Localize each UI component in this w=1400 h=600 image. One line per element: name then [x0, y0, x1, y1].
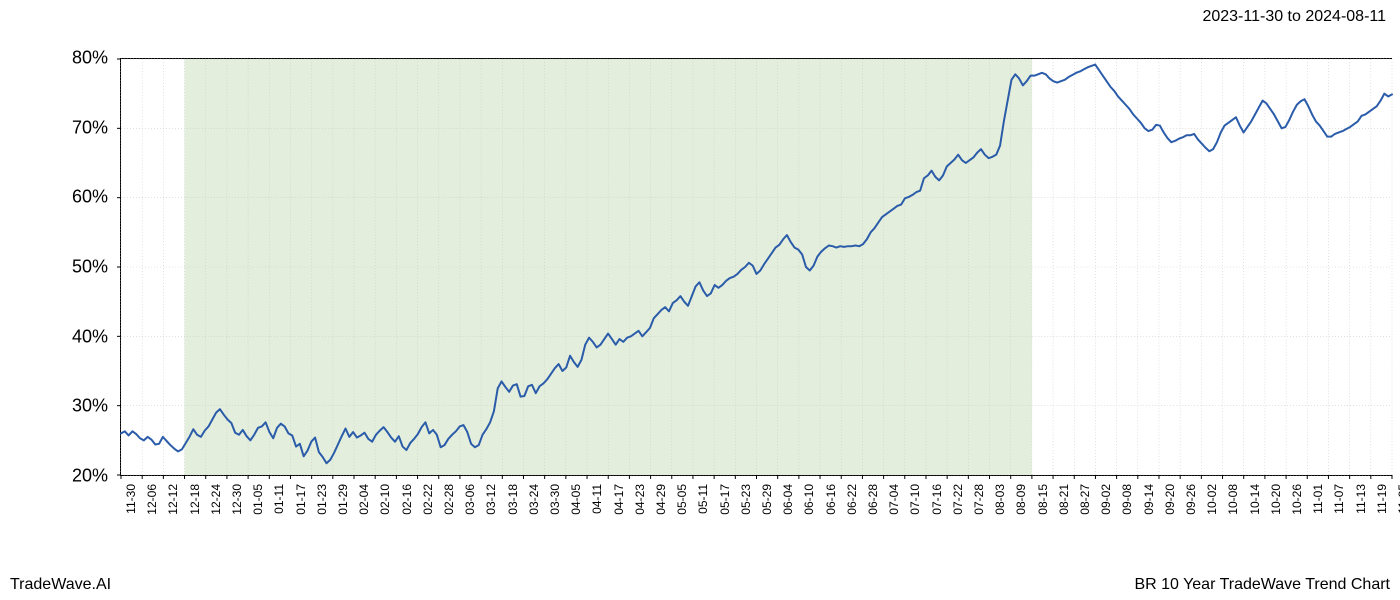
x-tick-label: 02-22: [421, 484, 435, 515]
x-tick-label: 05-11: [696, 484, 710, 514]
x-tick-label: 12-18: [188, 484, 202, 515]
x-tick-label: 02-04: [357, 484, 371, 515]
x-tick-label: 08-27: [1078, 484, 1092, 515]
x-tick-label: 07-22: [951, 484, 965, 515]
x-tick-label: 01-05: [251, 484, 265, 515]
x-tick-label: 01-29: [336, 484, 350, 515]
x-tick-label: 11-07: [1332, 484, 1346, 514]
y-tick-label: 60%: [72, 187, 108, 208]
x-tick-label: 04-05: [569, 484, 583, 515]
x-tick-label: 06-16: [824, 484, 838, 515]
x-tick-label: 08-09: [1014, 484, 1028, 515]
x-tick-label: 09-20: [1163, 484, 1177, 515]
x-tick-label: 10-26: [1290, 484, 1304, 515]
x-tick-label: 11-19: [1375, 484, 1389, 514]
x-tick-label: 04-17: [612, 484, 626, 515]
x-tick-label: 04-11: [590, 484, 604, 514]
y-tick-label: 70%: [72, 117, 108, 138]
y-tick-label: 40%: [72, 326, 108, 347]
y-tick-label: 80%: [72, 48, 108, 69]
chart-plot-area: [120, 58, 1392, 476]
x-tick-label: 02-10: [378, 484, 392, 515]
x-tick-label: 10-08: [1226, 484, 1240, 515]
x-tick-label: 09-08: [1120, 484, 1134, 515]
x-tick-label: 10-14: [1248, 484, 1262, 515]
x-tick-label: 03-06: [463, 484, 477, 515]
x-tick-label: 06-28: [866, 484, 880, 515]
x-tick-label: 11-25: [1396, 484, 1400, 514]
footer-brand: TradeWave.AI: [10, 576, 111, 594]
x-tick-label: 11-01: [1311, 484, 1325, 514]
y-axis: 20%30%40%50%60%70%80%: [0, 58, 118, 476]
x-tick-label: 03-18: [506, 484, 520, 515]
x-tick-label: 12-06: [145, 484, 159, 515]
x-axis: 11-30 12-06 12-12 12-18 12-24 12-30 01-05 01-11…: [120, 478, 1392, 558]
x-tick-label: 01-17: [294, 484, 308, 515]
x-tick-label: 06-22: [845, 484, 859, 515]
x-tick-label: 03-12: [484, 484, 498, 515]
x-tick-label: 07-28: [972, 484, 986, 515]
x-tick-label: 05-29: [760, 484, 774, 515]
x-tick-label: 10-20: [1269, 484, 1283, 515]
x-tick-label: 02-28: [442, 484, 456, 515]
chart-svg: [121, 59, 1392, 475]
x-tick-label: 12-30: [230, 484, 244, 515]
x-tick-label: 06-04: [781, 484, 795, 515]
footer-chart-title: BR 10 Year TradeWave Trend Chart: [1134, 576, 1390, 594]
x-tick-label: 08-15: [1036, 484, 1050, 515]
x-tick-label: 03-24: [527, 484, 541, 515]
y-tick-label: 20%: [72, 466, 108, 487]
x-tick-label: 04-23: [633, 484, 647, 515]
x-tick-label: 08-21: [1057, 484, 1071, 515]
x-tick-label: 08-03: [993, 484, 1007, 515]
y-tick-label: 30%: [72, 396, 108, 417]
x-tick-label: 09-02: [1099, 484, 1113, 515]
x-tick-label: 10-02: [1205, 484, 1219, 515]
x-tick-label: 01-23: [315, 484, 329, 515]
x-tick-label: 11-30: [124, 484, 138, 514]
x-tick-label: 09-14: [1142, 484, 1156, 515]
x-tick-label: 07-16: [930, 484, 944, 515]
date-range-label: 2023-11-30 to 2024-08-11: [1202, 8, 1386, 26]
x-tick-label: 12-12: [166, 484, 180, 515]
x-tick-label: 02-16: [400, 484, 414, 515]
x-tick-label: 01-11: [272, 484, 286, 514]
x-tick-label: 03-30: [548, 484, 562, 515]
x-tick-label: 11-13: [1354, 484, 1368, 514]
x-tick-label: 07-04: [887, 484, 901, 515]
x-tick-label: 05-05: [675, 484, 689, 515]
x-tick-label: 05-23: [739, 484, 753, 515]
x-tick-label: 07-10: [908, 484, 922, 515]
x-tick-label: 05-17: [718, 484, 732, 515]
x-tick-label: 09-26: [1184, 484, 1198, 515]
x-tick-label: 06-10: [802, 484, 816, 515]
y-tick-label: 50%: [72, 257, 108, 278]
x-tick-label: 12-24: [209, 484, 223, 515]
x-tick-label: 04-29: [654, 484, 668, 515]
